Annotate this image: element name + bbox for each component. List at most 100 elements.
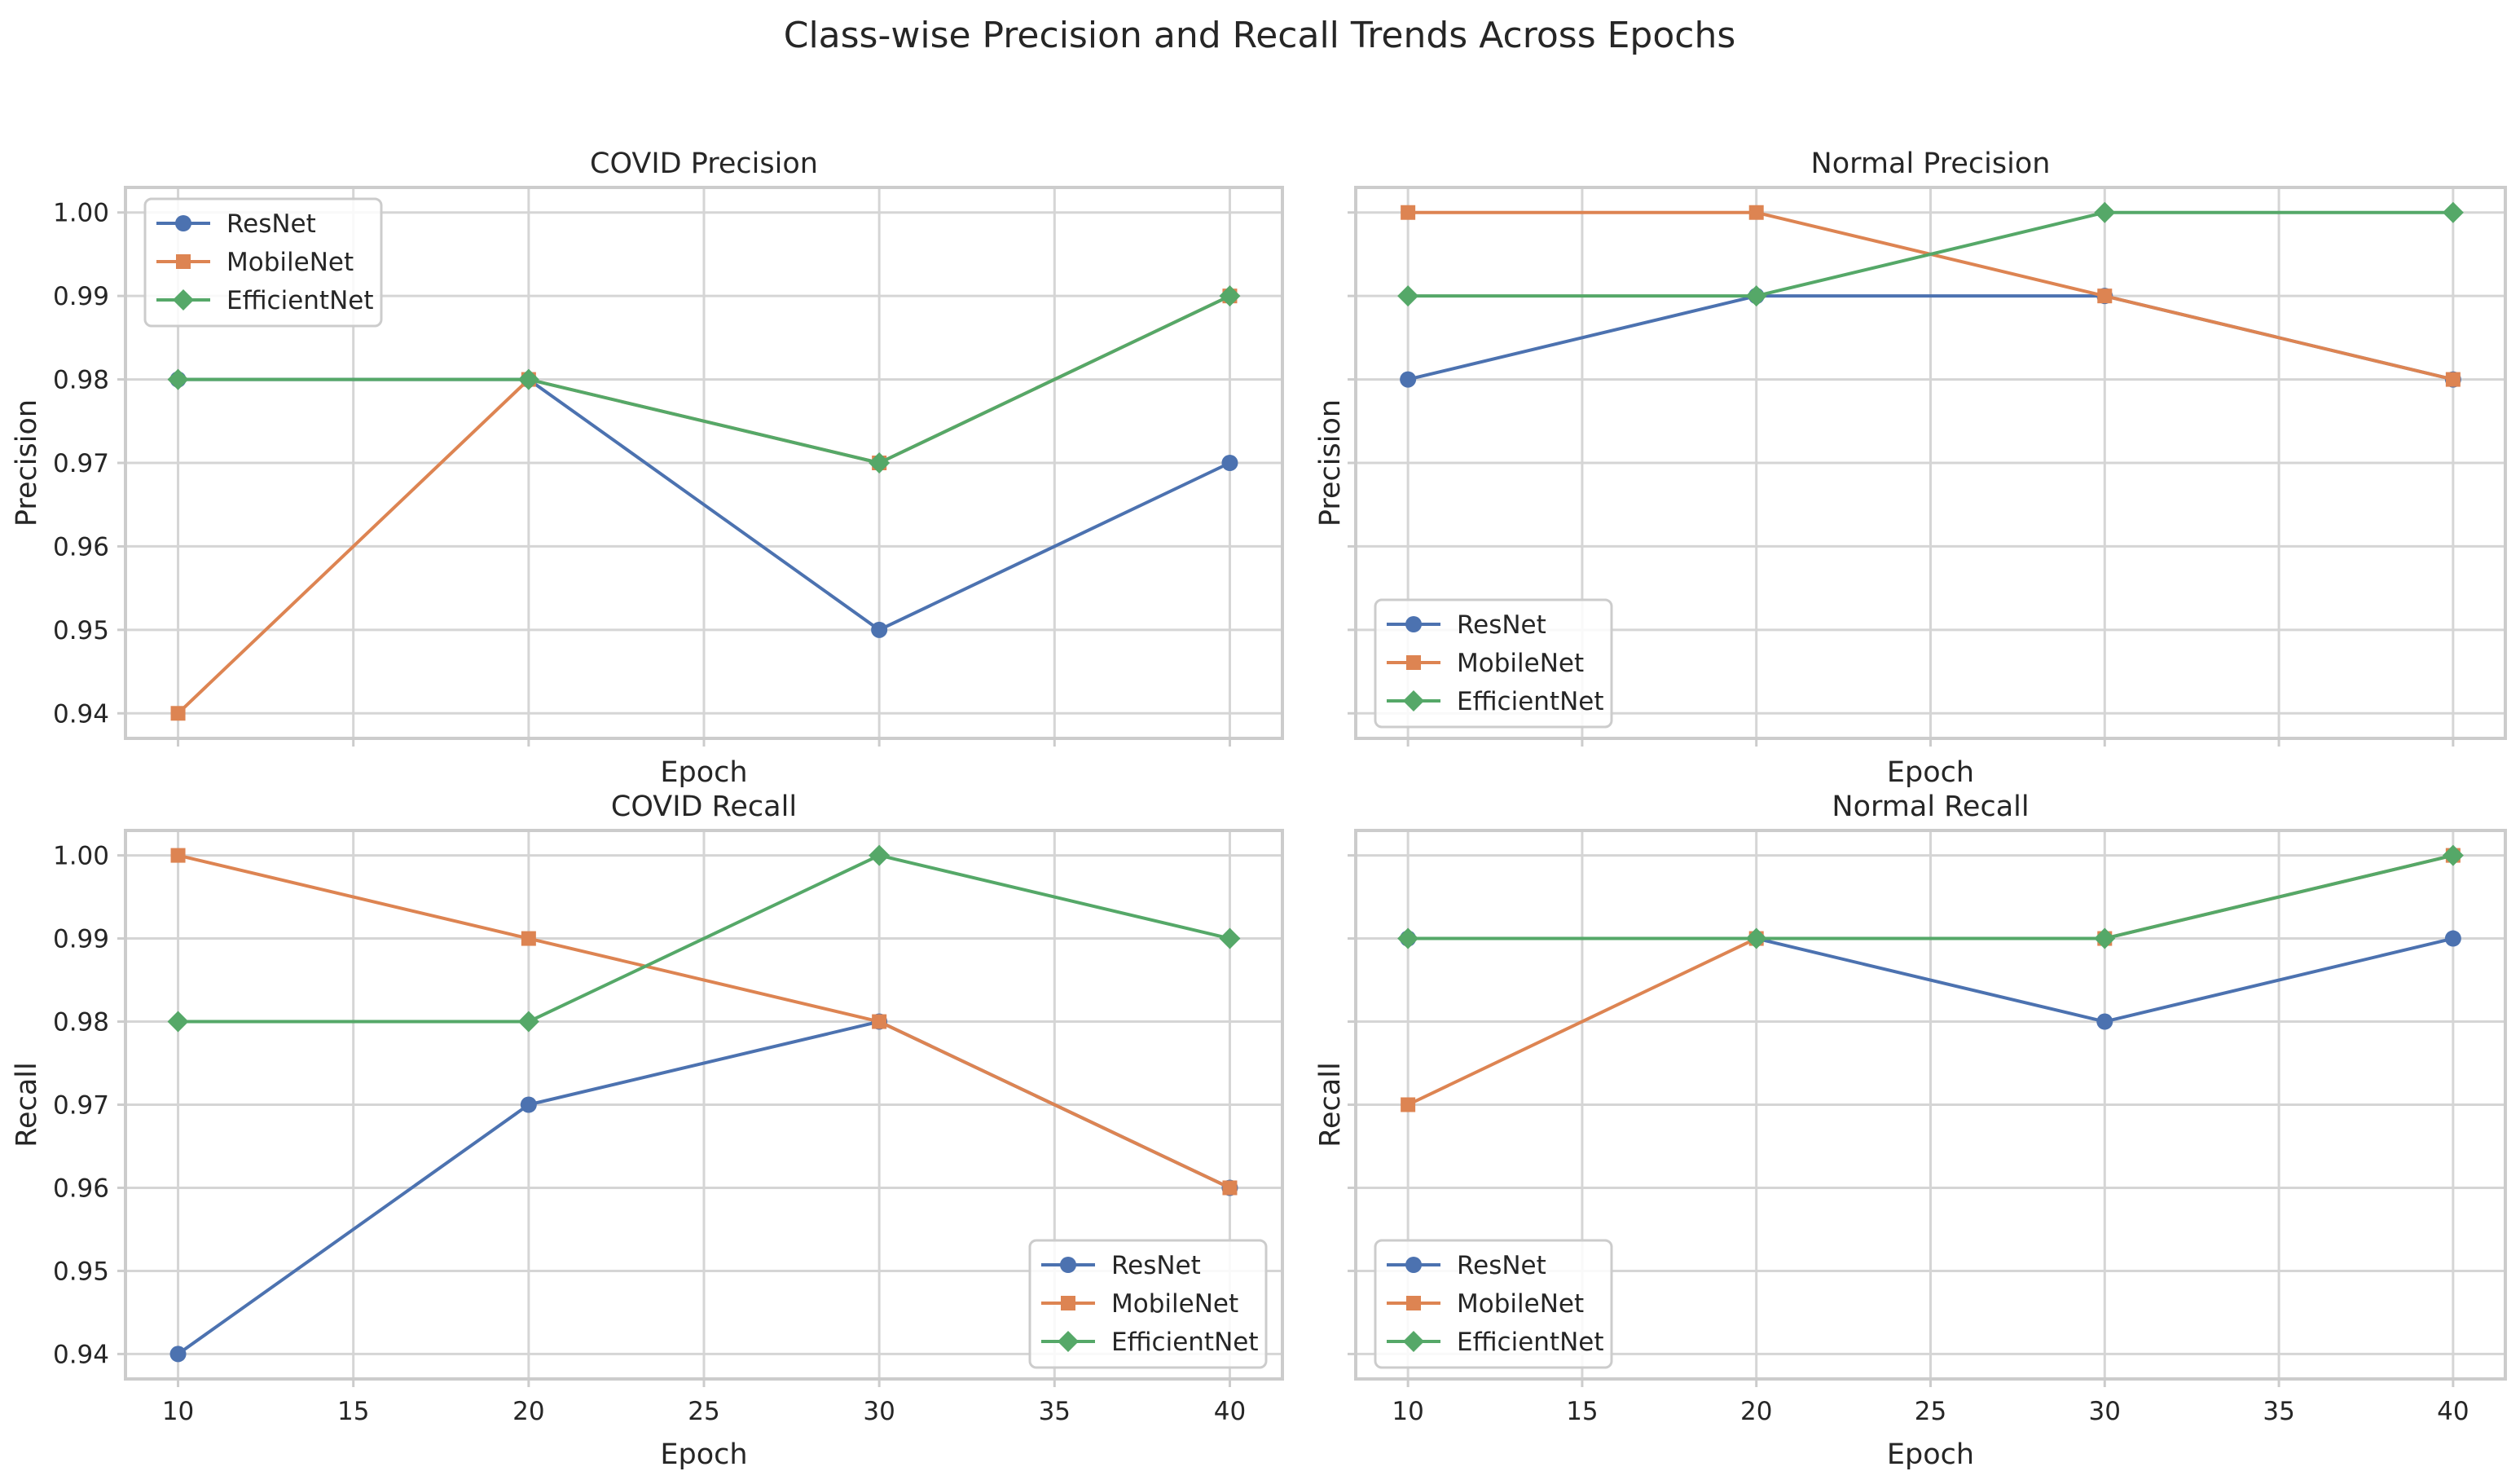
legend-marker-resnet [1405, 616, 1422, 632]
x-tick-label: 15 [1566, 1397, 1598, 1426]
y-axis-label: Recall [11, 1062, 43, 1147]
data-point-mobilenet [1222, 1180, 1238, 1196]
data-point-efficientnet [2094, 201, 2116, 223]
x-tick-label: 25 [1915, 1397, 1946, 1426]
data-point-mobilenet [1401, 1097, 1416, 1112]
y-axis-label: Precision [11, 399, 43, 526]
x-tick-label: 15 [337, 1397, 369, 1426]
data-point-efficientnet [2094, 927, 2116, 949]
series-line-efficientnet [178, 853, 1230, 1024]
figure-title: Class-wise Precision and Recall Trends A… [784, 15, 1736, 56]
legend-label: EfficientNet [1457, 687, 1604, 716]
legend-label: ResNet [1457, 610, 1546, 640]
data-point-efficientnet [2442, 201, 2464, 223]
y-tick-label: 0.98 [53, 1008, 109, 1037]
subplot-title: COVID Precision [590, 148, 818, 180]
legend-label: MobileNet [1457, 1289, 1584, 1319]
x-tick-label: 20 [512, 1397, 544, 1426]
legend-marker-mobilenet [1061, 1296, 1075, 1310]
y-tick-label: 0.94 [53, 1340, 109, 1369]
legend-label: ResNet [1457, 1251, 1546, 1280]
legend-label: MobileNet [1111, 1289, 1238, 1319]
y-tick-label: 1.00 [53, 842, 109, 871]
y-tick-label: 0.95 [53, 616, 109, 645]
x-tick-label: 25 [688, 1397, 719, 1426]
subplot-title: Normal Recall [1832, 791, 2029, 823]
subplot-title: Normal Precision [1811, 148, 2051, 180]
subplot-covid-precision: 0.94 0.95 0.96 0.97 0.98 0.99 1.00 COVID Precis… [11, 148, 1284, 789]
x-tick-label: 35 [1039, 1397, 1071, 1426]
legend-box [1374, 1239, 1613, 1369]
data-point-resnet [520, 1096, 537, 1113]
data-point-efficientnet [869, 452, 891, 474]
x-tick-label: 40 [1214, 1397, 1246, 1426]
data-point-resnet [169, 1346, 187, 1363]
legend-label: EfficientNet [1111, 1328, 1259, 1357]
y-tick-label: 0.99 [53, 282, 109, 311]
legend-marker-efficientnet [1403, 1331, 1424, 1352]
legend-marker-mobilenet [1406, 655, 1421, 670]
x-axis-label: Epoch [660, 1438, 747, 1471]
legend-box [143, 197, 383, 328]
data-point-efficientnet [1219, 927, 1241, 949]
data-point-mobilenet [872, 1014, 887, 1029]
legend-box [1028, 1239, 1268, 1369]
x-tick-label: 20 [1740, 1397, 1772, 1426]
legend-marker-efficientnet [1058, 1331, 1079, 1352]
data-point-efficientnet [517, 368, 539, 390]
data-point-efficientnet [1745, 927, 1767, 949]
series-line-mobilenet [178, 853, 1231, 1190]
legend-marker-mobilenet [176, 254, 191, 269]
y-tick-label: 0.94 [53, 699, 109, 729]
subplot-normal-recall: 10 15 20 25 30 35 40 Normal Recall Epoch Recall Re… [1314, 791, 2507, 1471]
y-tick-label: 0.97 [53, 1091, 109, 1121]
subplots: 0.94 0.95 0.96 0.97 0.98 0.99 1.00 COVID Precis… [11, 148, 2507, 1471]
data-point-mobilenet [2445, 372, 2461, 387]
data-point-efficientnet [869, 844, 891, 866]
legend: ResNet MobileNet EfficientNet [1028, 1239, 1268, 1369]
data-point-resnet [871, 621, 888, 638]
legend-marker-resnet [175, 215, 191, 231]
legend-label: ResNet [1111, 1251, 1201, 1280]
x-tick-label: 35 [2263, 1397, 2294, 1426]
x-tick-label: 40 [2437, 1397, 2469, 1426]
x-tick-label: 10 [162, 1397, 194, 1426]
y-tick-label: 0.96 [53, 532, 109, 562]
y-tick-label: 0.97 [53, 449, 109, 478]
data-point-mobilenet [1748, 205, 1764, 220]
data-point-efficientnet [1397, 927, 1419, 949]
series-line-efficientnet [1408, 210, 2453, 298]
x-axis-label: Epoch [1887, 1438, 1974, 1471]
data-point-mobilenet [170, 848, 186, 863]
subplot-normal-precision: Normal Precision Epoch Precision ResNet Mobi… [1314, 148, 2507, 789]
data-point-efficientnet [2442, 844, 2464, 866]
x-tick-label: 30 [863, 1397, 895, 1426]
legend-label: ResNet [226, 209, 316, 239]
data-point-efficientnet [1397, 285, 1419, 307]
subplot-title: COVID Recall [611, 791, 797, 823]
y-tick-label: 0.99 [53, 925, 109, 954]
legend-marker-resnet [1060, 1257, 1076, 1273]
series-line-efficientnet [1408, 853, 2454, 940]
legend-label: EfficientNet [1457, 1328, 1604, 1357]
legend-marker-efficientnet [1403, 690, 1424, 711]
legend-label: EfficientNet [226, 286, 374, 315]
data-point-resnet [1221, 455, 1238, 471]
data-point-efficientnet [1745, 285, 1767, 307]
legend-label: MobileNet [226, 248, 354, 277]
x-axis-label: Epoch [660, 756, 747, 789]
data-point-mobilenet [1401, 205, 1416, 220]
legend: ResNet MobileNet EfficientNet [1374, 598, 1613, 729]
data-point-mobilenet [521, 931, 536, 946]
data-point-resnet [1400, 371, 1417, 388]
legend-marker-mobilenet [1406, 1296, 1421, 1310]
subplot-covid-recall: 0.94 0.95 0.96 0.97 0.98 0.99 1.00 10 15 20 25 30 35… [11, 791, 1284, 1471]
data-point-efficientnet [1219, 285, 1241, 307]
series-line-efficientnet [178, 294, 1231, 465]
y-tick-label: 1.00 [53, 199, 109, 228]
data-point-efficientnet [167, 368, 189, 390]
data-point-mobilenet [2097, 289, 2113, 304]
y-tick-label: 0.95 [53, 1257, 109, 1286]
y-axis-label: Recall [1314, 1062, 1347, 1147]
